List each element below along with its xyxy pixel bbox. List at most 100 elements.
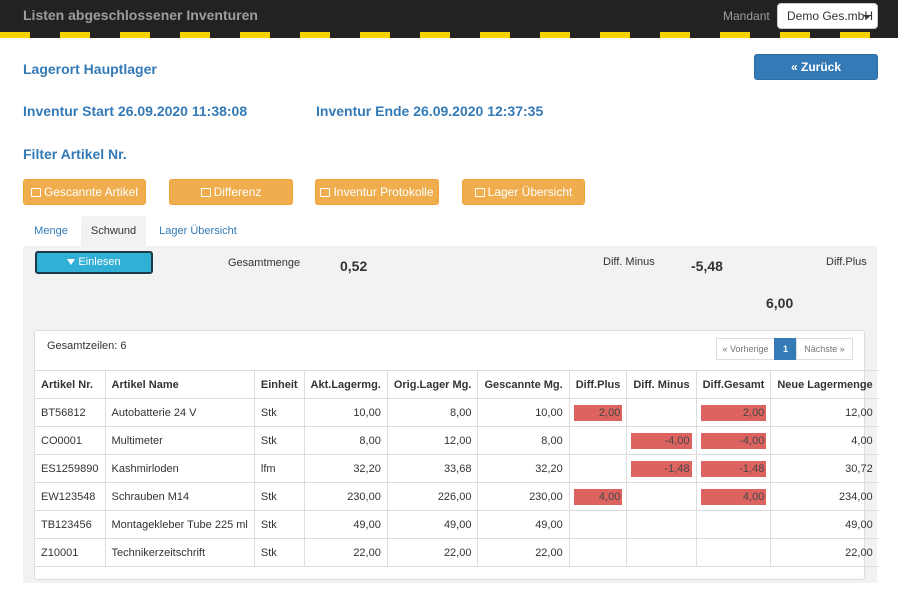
cell-diff-gesamt: 2,00 <box>695 398 772 427</box>
print-icon <box>200 188 211 197</box>
print-icon <box>320 188 331 197</box>
cell-akt-lagermenge: 32,20 <box>303 454 388 483</box>
mandant-label: Mandant <box>723 9 770 23</box>
einlesen-label: Einlesen <box>78 256 121 268</box>
column-header-artikel-nr: Artikel Nr. <box>35 370 106 399</box>
difference-label: Differenz <box>213 185 262 199</box>
cell-diff-plus <box>568 454 628 483</box>
difference-button[interactable]: Differenz <box>169 179 293 205</box>
cell-diff-minus <box>626 510 697 539</box>
table-row: EW123548 Schrauben M14 Stk 230,00 226,00 230,… <box>35 482 879 511</box>
cell-diff-plus <box>568 538 628 567</box>
column-header-diff-minus: Diff. Minus <box>626 370 697 399</box>
cell-diff-gesamt: -1,48 <box>695 454 772 483</box>
filter-link[interactable]: Filter Artikel Nr. <box>23 146 127 162</box>
cell-gescannte-menge: 49,00 <box>477 510 570 539</box>
cell-artikel-name: Technikerzeitschrift <box>104 538 255 567</box>
stock-overview-label: Lager Übersicht <box>487 185 573 199</box>
scanned-articles-label: Gescannte Artikel <box>43 185 139 199</box>
inventur-end: Inventur Ende 26.09.2020 12:37:35 <box>316 103 544 119</box>
cell-akt-lagermenge: 49,00 <box>303 510 388 539</box>
cell-akt-lagermenge: 10,00 <box>303 398 388 427</box>
column-header-akt-lagermenge: Akt.Lagermg. <box>303 370 388 399</box>
cell-neue-lagermenge: 12,00 <box>770 398 879 427</box>
cell-artikel-nr: ES1259890 <box>35 454 106 483</box>
column-header-neue-lagermenge: Neue Lagermenge <box>770 370 879 399</box>
diff-minus-value: -5,48 <box>691 258 723 274</box>
cell-artikel-nr: TB123456 <box>35 510 106 539</box>
diff-highlight: -4,00 <box>631 432 692 449</box>
table-row: BT56812 Autobatterie 24 V Stk 10,00 8,00 10,0… <box>35 398 879 427</box>
diff-plus-label: Diff.Plus <box>826 256 867 268</box>
cell-artikel-name: Schrauben M14 <box>104 482 255 511</box>
total-rows: Gesamtzeilen: 6 <box>47 340 127 352</box>
cell-artikel-nr: CO0001 <box>35 426 106 455</box>
cell-akt-lagermenge: 230,00 <box>303 482 388 511</box>
diff-highlight: -1,48 <box>700 460 767 477</box>
chevron-down-icon <box>863 15 871 19</box>
cell-gescannte-menge: 22,00 <box>477 538 570 567</box>
cell-artikel-name: Multimeter <box>104 426 255 455</box>
column-header-einheit: Einheit <box>253 370 305 399</box>
tab-lager-uebersicht[interactable]: Lager Übersicht <box>159 225 237 237</box>
cell-einheit: Stk <box>253 482 305 511</box>
inventory-table: Artikel Nr. Artikel Name Einheit Akt.Lagerm… <box>35 370 879 567</box>
cell-artikel-name: Kashmirloden <box>104 454 255 483</box>
column-header-artikel-name: Artikel Name <box>104 370 255 399</box>
pager-prev[interactable]: « Vorherige <box>716 338 775 360</box>
column-header-diff-gesamt: Diff.Gesamt <box>695 370 772 399</box>
cell-diff-plus: 2,00 <box>568 398 628 427</box>
back-button[interactable]: « Zurück <box>754 54 878 80</box>
cell-orig-lagermenge: 49,00 <box>386 510 479 539</box>
cell-akt-lagermenge: 8,00 <box>303 426 388 455</box>
cell-gescannte-menge: 8,00 <box>477 426 570 455</box>
mandant-value: Demo Ges.mbH <box>787 9 874 23</box>
cell-einheit: Stk <box>253 398 305 427</box>
cell-gescannte-menge: 10,00 <box>477 398 570 427</box>
gesamtmenge-value: 0,52 <box>340 258 368 274</box>
mandant-dropdown[interactable]: Demo Ges.mbH <box>777 3 878 29</box>
diff-highlight: 2,00 <box>700 404 767 421</box>
cell-gescannte-menge: 230,00 <box>477 482 570 511</box>
cell-artikel-nr: BT56812 <box>35 398 106 427</box>
cell-akt-lagermenge: 22,00 <box>303 538 388 567</box>
table-header-row: Artikel Nr. Artikel Name Einheit Akt.Lagerm… <box>35 370 879 399</box>
cell-neue-lagermenge: 234,00 <box>770 482 879 511</box>
download-icon <box>67 259 76 265</box>
protocol-button[interactable]: Inventur Protokolle <box>315 179 439 205</box>
cell-orig-lagermenge: 8,00 <box>386 398 479 427</box>
tab-menge[interactable]: Menge <box>34 225 68 237</box>
diff-highlight: 2,00 <box>573 404 623 421</box>
cell-artikel-name: Montagekleber Tube 225 ml <box>104 510 255 539</box>
cell-diff-gesamt: 4,00 <box>695 482 772 511</box>
cell-einheit: Stk <box>253 538 305 567</box>
column-header-orig-lagermenge: Orig.Lager Mg. <box>386 370 479 399</box>
cell-einheit: Stk <box>253 510 305 539</box>
cell-diff-minus: -4,00 <box>626 426 697 455</box>
cell-diff-minus <box>626 482 697 511</box>
pager-current[interactable]: 1 <box>774 338 797 360</box>
warning-stripe <box>0 32 898 38</box>
stock-overview-button[interactable]: Lager Übersicht <box>462 179 585 205</box>
gesamtmenge-label: Gesamtmenge <box>228 257 301 269</box>
cell-artikel-nr: Z10001 <box>35 538 106 567</box>
diff-highlight: 4,00 <box>573 488 623 505</box>
cell-neue-lagermenge: 49,00 <box>770 510 879 539</box>
einlesen-button[interactable]: Einlesen <box>35 251 153 274</box>
inventory-table-card: Gesamtzeilen: 6 « Vorherige 1 Nächste » … <box>34 330 879 580</box>
cell-einheit: Stk <box>253 426 305 455</box>
cell-orig-lagermenge: 22,00 <box>386 538 479 567</box>
cell-gescannte-menge: 32,20 <box>477 454 570 483</box>
cell-artikel-nr: EW123548 <box>35 482 106 511</box>
cell-diff-minus <box>626 538 697 567</box>
diff-highlight: -1,48 <box>631 460 692 477</box>
table-body: BT56812 Autobatterie 24 V Stk 10,00 8,00 10,0… <box>35 398 879 567</box>
diff-highlight: 4,00 <box>700 488 767 505</box>
table-row: Z10001 Technikerzeitschrift Stk 22,00 22,00 2… <box>35 538 879 567</box>
scanned-articles-button[interactable]: Gescannte Artikel <box>23 179 146 205</box>
cell-diff-plus <box>568 510 628 539</box>
diff-plus-value: 6,00 <box>766 295 794 311</box>
pager-next[interactable]: Nächste » <box>796 338 853 360</box>
tab-schwund[interactable]: Schwund <box>81 216 146 246</box>
schwund-panel: Einlesen Gesamtmenge 0,52 Diff. Minus -5… <box>23 246 879 583</box>
